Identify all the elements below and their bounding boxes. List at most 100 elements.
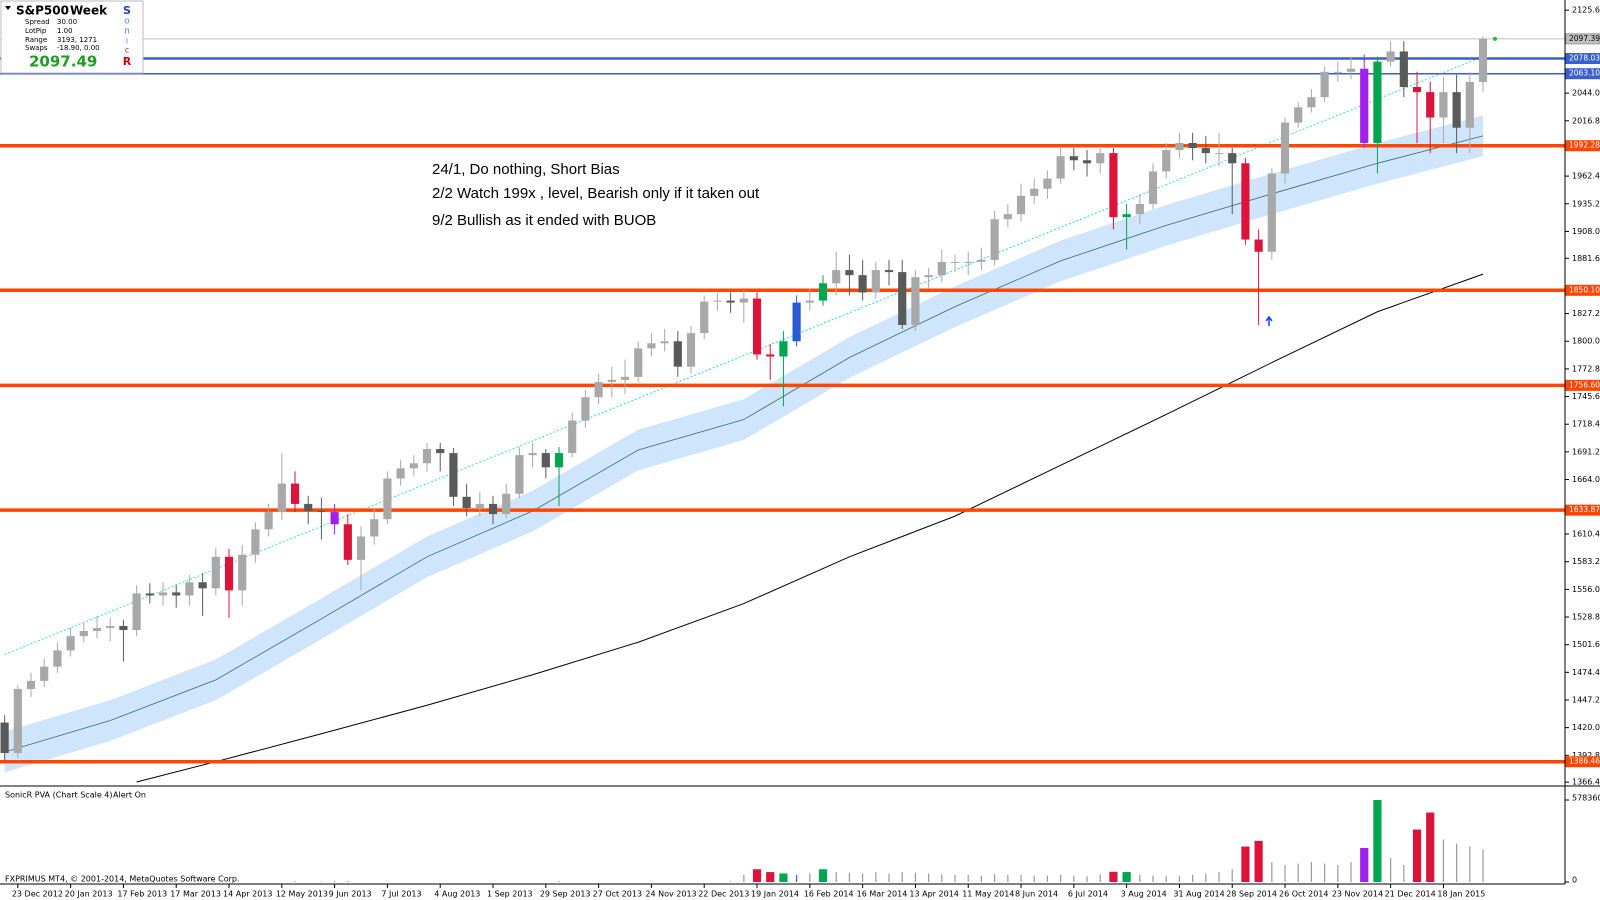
annotation: 2/2 Watch 199x , level, Bearish only if … — [432, 185, 760, 202]
candle-body — [53, 650, 62, 667]
y-tick-label: 1366.40 — [1572, 778, 1600, 787]
candle-body — [26, 680, 36, 689]
brand-letter: i — [126, 37, 128, 46]
brand-letter: R — [123, 55, 132, 68]
volume-bar — [730, 881, 732, 882]
timeframe: Week — [70, 4, 108, 18]
x-tick-label: 18 Jan 2015 — [1437, 890, 1485, 899]
candle-body — [1228, 153, 1237, 164]
candle-body — [1188, 142, 1197, 149]
x-tick-label: 26 Oct 2014 — [1279, 890, 1328, 899]
candle-body — [224, 556, 234, 591]
candle-body — [304, 503, 313, 512]
candle-body — [541, 453, 550, 468]
info-box — [0, 0, 144, 74]
y-tick-label: 1935.20 — [1572, 199, 1600, 208]
candle-body — [145, 593, 154, 596]
volume-bar — [809, 873, 811, 882]
collapse-icon[interactable] — [5, 6, 11, 10]
candle-body — [515, 455, 524, 494]
candles-layer — [0, 36, 1498, 761]
volume-bar — [1284, 864, 1286, 882]
candle-body — [1096, 153, 1105, 164]
candle-body — [937, 261, 946, 276]
y-tick-label: 1664.00 — [1572, 475, 1600, 484]
candle-body — [1346, 68, 1356, 72]
brand-letter: o — [124, 17, 130, 27]
candle-body — [673, 341, 682, 367]
candle-body — [977, 259, 986, 262]
y-tick-label: 1772.80 — [1572, 364, 1600, 373]
candle-body — [1478, 38, 1488, 82]
x-tick-label: 24 Nov 2013 — [645, 890, 696, 899]
level-label: 2097.39 — [1569, 34, 1600, 43]
candle-body — [409, 463, 418, 469]
x-tick-label: 27 Oct 2013 — [593, 890, 642, 899]
candle-body — [752, 298, 762, 355]
volume-bar — [1218, 872, 1220, 882]
volume-bar — [901, 872, 903, 882]
candle-body — [251, 529, 260, 555]
volume-bar — [1139, 874, 1141, 882]
candle-body — [1175, 142, 1184, 151]
volume-bar — [1241, 846, 1250, 882]
candle-body — [13, 688, 22, 754]
candle-body — [0, 722, 9, 754]
level-label-box — [1565, 53, 1600, 65]
candle-body — [1241, 163, 1250, 240]
candle-body — [686, 333, 696, 367]
candle-body — [449, 453, 458, 497]
volume-bar — [1178, 875, 1181, 882]
volume-bar — [1033, 875, 1035, 882]
volume-bar — [1390, 857, 1392, 882]
candle-body — [554, 453, 564, 468]
volume-bar — [1442, 839, 1445, 882]
x-tick-label: 21 Dec 2014 — [1385, 890, 1436, 899]
dragon-band — [4, 115, 1484, 773]
volume-bar — [1350, 862, 1352, 882]
volume-bar — [1456, 843, 1458, 882]
volume-bar — [1254, 840, 1263, 882]
candle-body — [277, 483, 286, 513]
candle-body — [818, 283, 828, 301]
candle-body — [726, 300, 735, 303]
candle-body — [805, 300, 814, 303]
level-label: 1992.28 — [1569, 141, 1600, 150]
y-tick-label: 1962.40 — [1572, 172, 1600, 181]
symbol: S&P500 — [16, 4, 69, 18]
candle-body — [1280, 122, 1290, 174]
candle-body — [990, 219, 999, 260]
x-tick-label: 7 Jul 2013 — [381, 890, 421, 899]
x-tick-label: 28 Sep 2014 — [1226, 890, 1277, 899]
volume-bar — [835, 872, 837, 882]
volume-bar — [980, 875, 983, 882]
indicator-label: SonicR PVA (Chart Scale 4) — [5, 791, 113, 800]
indicator-line — [4, 135, 1484, 753]
candle-body — [1122, 214, 1131, 218]
volume-bar — [888, 873, 890, 882]
x-tick-label: 17 Feb 2013 — [117, 890, 167, 899]
volume-bar — [1109, 871, 1118, 882]
candle-body — [238, 554, 247, 591]
x-tick-label: 14 Apr 2013 — [223, 890, 272, 899]
level-label-box — [1565, 140, 1600, 152]
info-key: Range — [25, 36, 47, 44]
annotation: 24/1, Do nothing, Short Bias — [432, 161, 620, 178]
candle-body — [1452, 92, 1461, 128]
x-tick-label: 6 Jul 2014 — [1068, 890, 1108, 899]
candle-body — [1016, 195, 1026, 215]
volume-bar — [1165, 876, 1167, 882]
volume-layer — [228, 800, 1484, 882]
volume-bar — [1403, 864, 1405, 882]
candle-body — [1439, 92, 1448, 118]
info-key: Swaps — [25, 44, 48, 52]
volume-tick-label: 0 — [1572, 876, 1577, 885]
x-tick-label: 13 Apr 2014 — [909, 890, 958, 899]
volume-bar — [1426, 812, 1435, 882]
x-tick-label: 29 Sep 2013 — [540, 890, 591, 899]
candle-body — [317, 511, 326, 513]
candle-body — [1465, 81, 1474, 128]
volume-bar — [1020, 874, 1022, 882]
